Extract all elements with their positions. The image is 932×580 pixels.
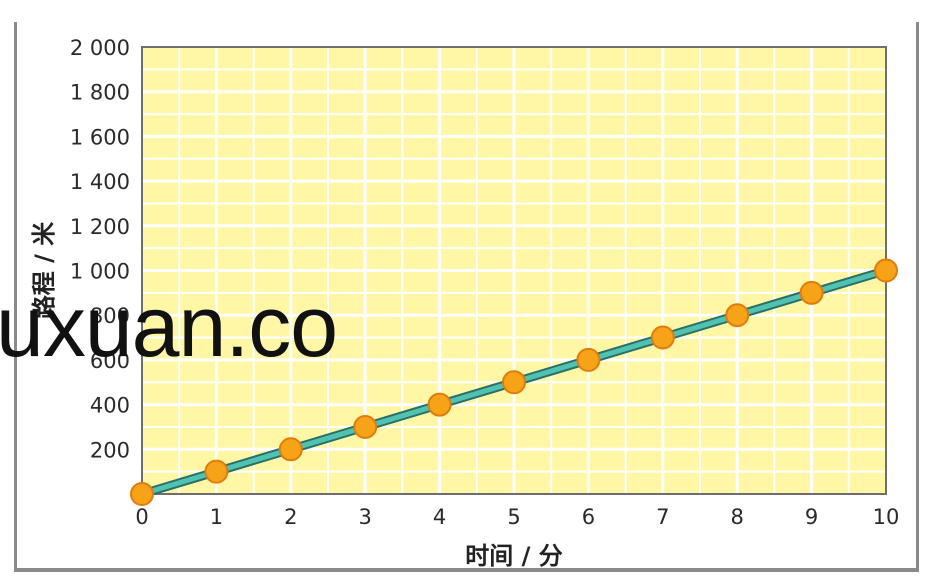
y-tick-label: 200 (90, 438, 130, 462)
y-tick-label: 600 (90, 349, 130, 373)
data-point (725, 303, 750, 328)
data-point (353, 414, 378, 439)
data-point (799, 280, 824, 305)
x-tick-label: 3 (359, 505, 372, 529)
data-point (502, 370, 526, 395)
watermark: uxuan.co (0, 279, 338, 375)
y-tick-label: 1 000 (70, 260, 130, 284)
x-tick-label: 7 (656, 505, 669, 529)
data-point (650, 325, 675, 350)
y-tick-label: 1 400 (70, 170, 130, 194)
bottom-border (14, 568, 918, 572)
x-tick-label: 2 (284, 505, 297, 529)
y-tick-label: 1 200 (70, 215, 130, 239)
data-point (204, 459, 229, 484)
left-border (14, 22, 17, 570)
data-point (278, 437, 303, 462)
y-tick-label: 1 800 (70, 81, 130, 105)
tick-labels: 0 1 2 3 4 5 6 7 8 9 10 200 400 600 800 1 000 1 200 1 400 1… (70, 36, 899, 529)
x-tick-label: 5 (507, 505, 520, 529)
y-tick-label: 1 600 (70, 125, 130, 149)
right-border (916, 22, 919, 572)
x-tick-label: 8 (731, 505, 744, 529)
x-tick-label: 4 (433, 505, 446, 529)
grid (142, 47, 886, 494)
data-point (130, 482, 154, 506)
data-point (427, 392, 452, 417)
x-axis-label: 时间 / 分 (465, 542, 562, 570)
x-tick-label: 1 (210, 505, 223, 529)
y-tick-label: 400 (90, 394, 130, 418)
data-point (874, 258, 898, 283)
x-tick-label: 6 (582, 505, 595, 529)
y-tick-label: 800 (90, 304, 130, 328)
x-tick-label: 9 (805, 505, 818, 529)
x-tick-label: 10 (873, 505, 900, 529)
x-tick-label: 0 (135, 505, 148, 529)
series (130, 258, 898, 506)
y-axis-label: 路程 / 米 (30, 222, 58, 319)
data-point (576, 347, 601, 372)
y-tick-label: 2 000 (70, 36, 130, 60)
